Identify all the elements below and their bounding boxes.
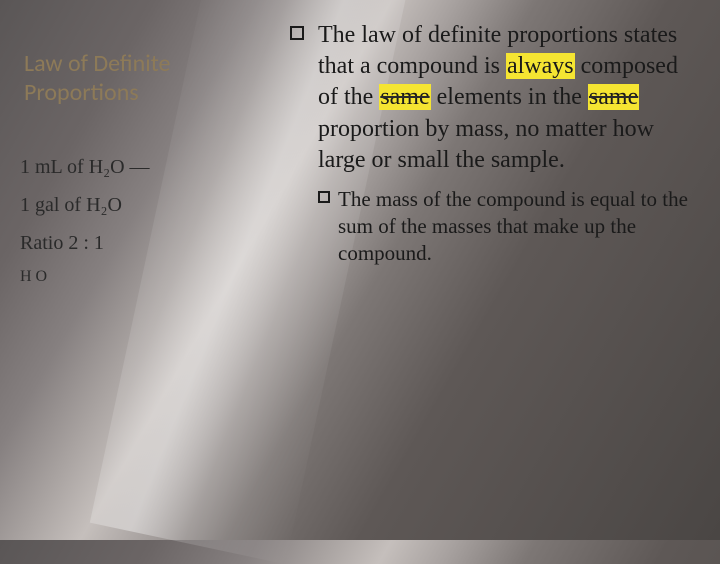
sub-bullet: The mass of the compound is equal to the… (318, 186, 700, 267)
highlight-same2: same (588, 84, 639, 110)
highlight-always: always (506, 53, 575, 79)
hw-line-2: 1 gal of H₂O (20, 186, 150, 224)
text-mid2: elements in the (431, 84, 588, 110)
highlight-same1: same (379, 84, 430, 110)
text-post: proportion by mass, no matter how large … (318, 116, 654, 173)
sub-bullet-text: The mass of the compound is equal to the… (338, 186, 700, 267)
slide-title: Law of Definite Proportions (24, 50, 170, 108)
hw-line-4: H O (20, 262, 150, 292)
bullet-box-icon (290, 26, 304, 40)
title-line1: Law of Definite Proportions (24, 49, 170, 107)
hw-line-1: 1 mL of H₂O — (20, 148, 150, 186)
handwritten-notes: 1 mL of H₂O — 1 gal of H₂O Ratio 2 : 1 H… (20, 148, 150, 292)
bullet-box-small-icon (318, 191, 330, 203)
main-bullet-text: The law of definite proportions states t… (318, 20, 700, 176)
hw-line-3: Ratio 2 : 1 (20, 224, 150, 262)
content-area: The law of definite proportions states t… (290, 20, 700, 267)
main-bullet: The law of definite proportions states t… (290, 20, 700, 176)
